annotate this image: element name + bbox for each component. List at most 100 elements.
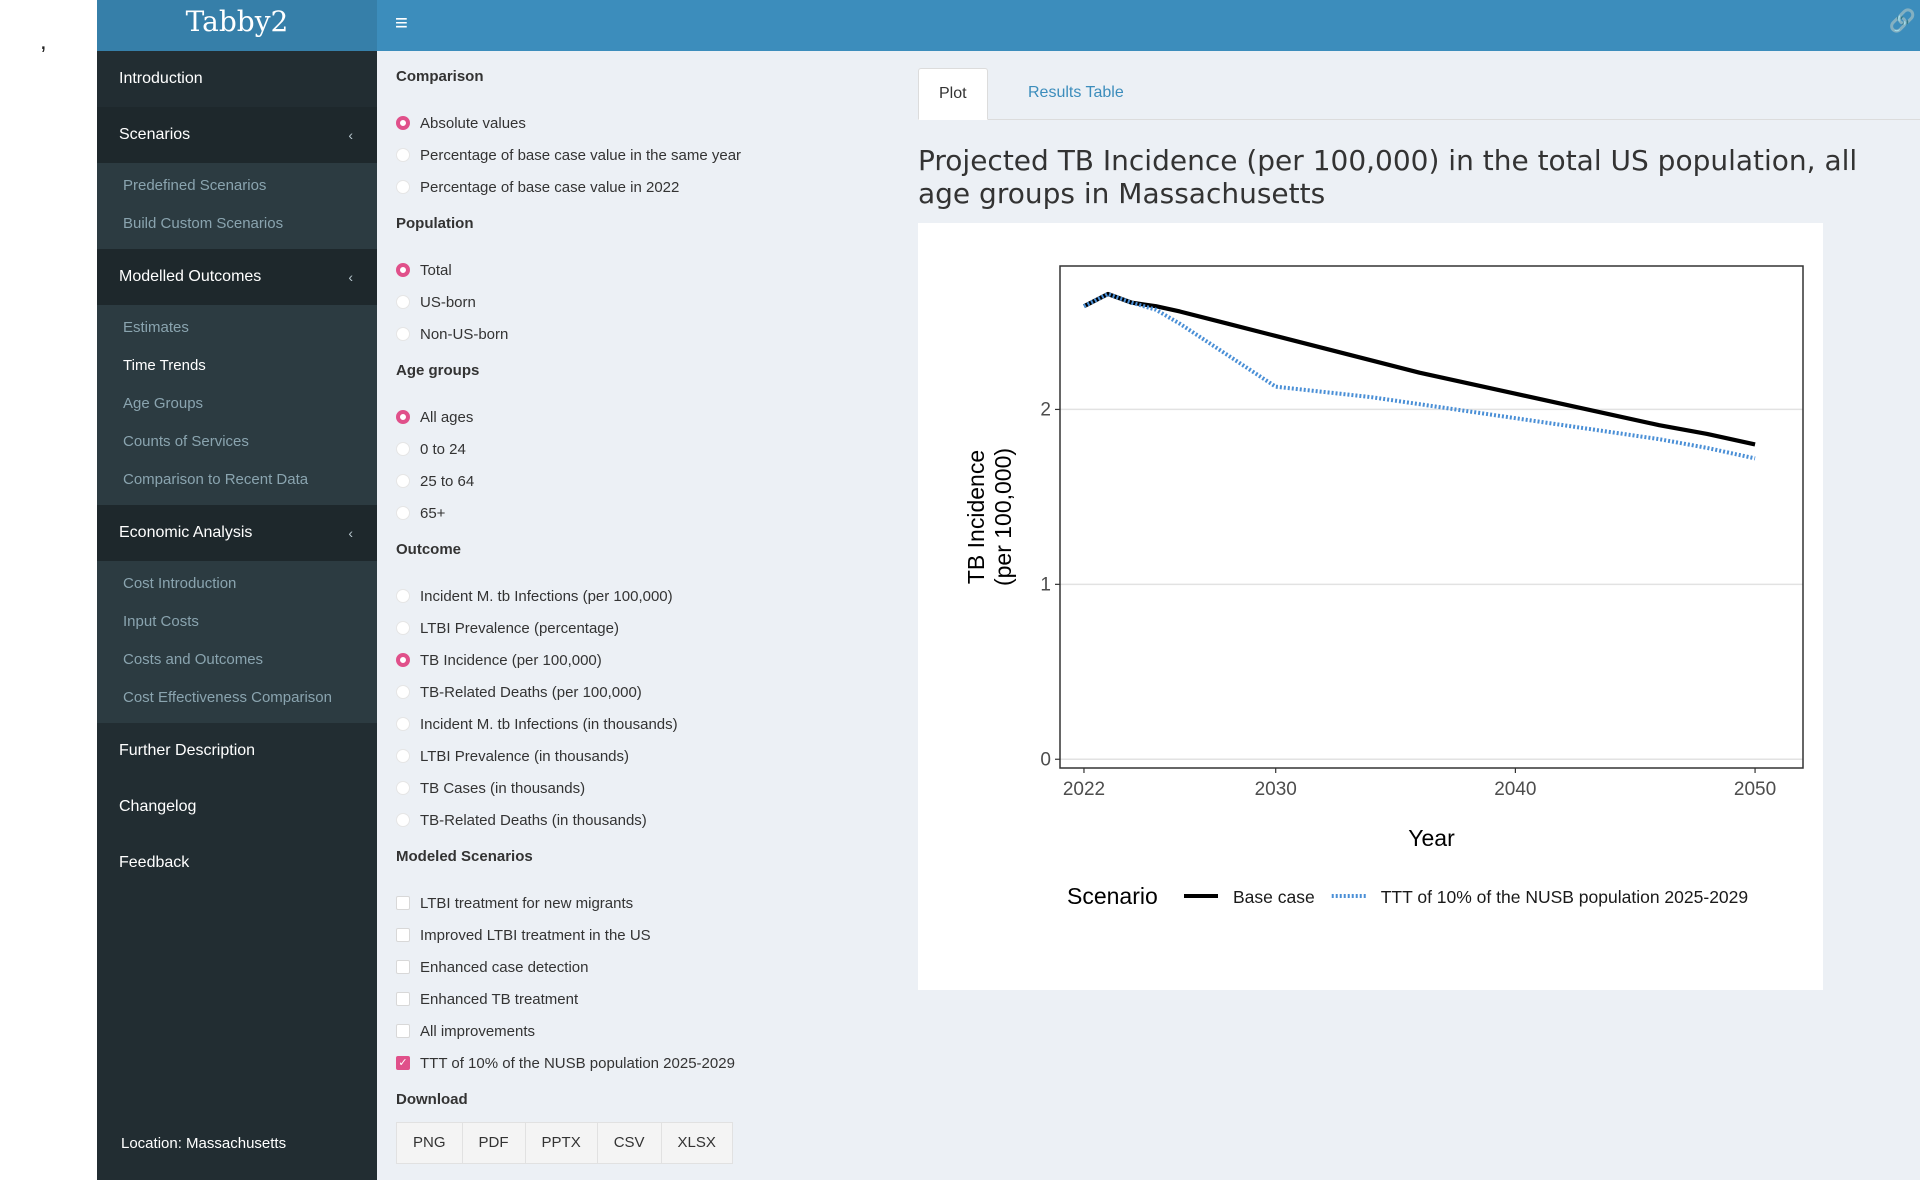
option-label: LTBI Prevalence (in thousands) xyxy=(420,747,629,765)
scenario-option-case-detection[interactable]: Enhanced case detection xyxy=(396,956,588,978)
radio-icon[interactable] xyxy=(396,295,410,309)
download-button-group: PNG PDF PPTX CSV XLSX xyxy=(396,1122,733,1164)
option-label: Absolute values xyxy=(420,114,526,132)
checkbox-icon[interactable] xyxy=(396,928,410,942)
checkbox-icon[interactable] xyxy=(396,896,410,910)
hamburger-menu-icon[interactable]: ≡ xyxy=(395,10,408,35)
chevron-left-icon: ‹ xyxy=(348,269,353,285)
outcome-option-ltbi-pct[interactable]: LTBI Prevalence (percentage) xyxy=(396,617,619,639)
radio-selected-icon[interactable] xyxy=(396,410,410,424)
sidebar-item-label: Scenarios xyxy=(119,126,191,143)
download-pptx-button[interactable]: PPTX xyxy=(524,1122,598,1164)
sidebar-item-changelog[interactable]: Changelog xyxy=(97,779,377,835)
download-pdf-button[interactable]: PDF xyxy=(461,1122,526,1164)
app-logo[interactable]: Tabby2 xyxy=(97,0,377,51)
sidebar-item-scenarios[interactable]: Scenarios ‹ xyxy=(97,107,377,163)
checkbox-icon[interactable] xyxy=(396,1024,410,1038)
comparison-heading: Comparison xyxy=(396,68,484,85)
radio-icon[interactable] xyxy=(396,148,410,162)
radio-icon[interactable] xyxy=(396,474,410,488)
radio-icon[interactable] xyxy=(396,180,410,194)
age-option-all[interactable]: All ages xyxy=(396,406,473,428)
legend-label: Base case xyxy=(1233,887,1315,907)
sidebar-subitem-cost-introduction[interactable]: Cost Introduction xyxy=(123,575,237,592)
radio-selected-icon[interactable] xyxy=(396,263,410,277)
sidebar-subitem-comparison-to-recent-data[interactable]: Comparison to Recent Data xyxy=(123,471,309,488)
sidebar-item-further-description[interactable]: Further Description xyxy=(97,723,377,779)
radio-icon[interactable] xyxy=(396,685,410,699)
population-option-total[interactable]: Total xyxy=(396,259,452,281)
scenario-option-improved-ltbi[interactable]: Improved LTBI treatment in the US xyxy=(396,924,651,946)
sidebar-subitem-time-trends[interactable]: Time Trends xyxy=(123,357,206,374)
sidebar-item-introduction[interactable]: Introduction xyxy=(97,51,377,107)
option-label: Incident M. tb Infections (per 100,000) xyxy=(420,587,673,605)
checkbox-icon[interactable] xyxy=(396,960,410,974)
outcome-option-deaths-rate[interactable]: TB-Related Deaths (per 100,000) xyxy=(396,681,642,703)
y-tick-label: 1 xyxy=(1040,574,1051,595)
link-icon[interactable]: 🔗 xyxy=(1888,8,1916,33)
y-axis-label-line: TB Incidence xyxy=(963,450,989,584)
radio-icon[interactable] xyxy=(396,717,410,731)
sidebar-item-feedback[interactable]: Feedback xyxy=(97,835,377,891)
x-tick-label: 2030 xyxy=(1255,779,1297,800)
sidebar-subitem-predefined-scenarios[interactable]: Predefined Scenarios xyxy=(123,177,267,194)
sidebar-subitem-counts-of-services[interactable]: Counts of Services xyxy=(123,433,249,450)
tab-results-table[interactable]: Results Table xyxy=(1028,84,1124,101)
population-option-us-born[interactable]: US-born xyxy=(396,291,476,313)
sidebar-item-modelled-outcomes[interactable]: Modelled Outcomes ‹ xyxy=(97,249,377,305)
app: Tabby2 ≡ 🔗 Introduction Scenarios ‹ Prede… xyxy=(97,0,1920,1180)
checkbox-icon[interactable] xyxy=(396,992,410,1006)
radio-icon[interactable] xyxy=(396,781,410,795)
sidebar-subitem-input-costs[interactable]: Input Costs xyxy=(123,613,199,630)
outcome-option-infections-rate[interactable]: Incident M. tb Infections (per 100,000) xyxy=(396,585,673,607)
population-option-non-us-born[interactable]: Non-US-born xyxy=(396,323,508,345)
outcome-option-tb-incidence[interactable]: TB Incidence (per 100,000) xyxy=(396,649,602,671)
radio-icon[interactable] xyxy=(396,589,410,603)
sidebar-submenu-scenarios: Predefined Scenarios Build Custom Scenar… xyxy=(97,163,377,249)
scenario-option-ttt-nusb[interactable]: ✓ TTT of 10% of the NUSB population 2025-… xyxy=(396,1052,735,1074)
comparison-option-absolute[interactable]: Absolute values xyxy=(396,112,526,134)
outcome-option-infections-thousands[interactable]: Incident M. tb Infections (in thousands) xyxy=(396,713,678,735)
radio-icon[interactable] xyxy=(396,442,410,456)
radio-icon[interactable] xyxy=(396,506,410,520)
modeled-scenarios-heading: Modeled Scenarios xyxy=(396,848,533,865)
radio-icon[interactable] xyxy=(396,327,410,341)
comparison-option-pct-2022[interactable]: Percentage of base case value in 2022 xyxy=(396,176,679,198)
sidebar-item-label: Further Description xyxy=(119,742,256,759)
download-png-button[interactable]: PNG xyxy=(396,1122,463,1164)
sidebar-subitem-estimates[interactable]: Estimates xyxy=(123,319,189,336)
tab-plot[interactable]: Plot xyxy=(918,68,988,120)
chevron-left-icon: ‹ xyxy=(348,525,353,541)
radio-icon[interactable] xyxy=(396,621,410,635)
sidebar-submenu-modelled-outcomes: Estimates Time Trends Age Groups Counts … xyxy=(97,305,377,505)
sidebar-item-label: Introduction xyxy=(119,70,203,87)
download-xlsx-button[interactable]: XLSX xyxy=(660,1122,733,1164)
scenario-option-ltbi-new-migrants[interactable]: LTBI treatment for new migrants xyxy=(396,892,633,914)
radio-icon[interactable] xyxy=(396,749,410,763)
scenario-option-tb-treatment[interactable]: Enhanced TB treatment xyxy=(396,988,578,1010)
population-heading: Population xyxy=(396,215,474,232)
x-tick-label: 2050 xyxy=(1734,779,1776,800)
age-option-65-plus[interactable]: 65+ xyxy=(396,502,445,524)
option-label: Total xyxy=(420,261,452,279)
age-option-0-24[interactable]: 0 to 24 xyxy=(396,438,466,460)
option-label: Improved LTBI treatment in the US xyxy=(420,926,651,944)
scenario-option-all-improvements[interactable]: All improvements xyxy=(396,1020,535,1042)
radio-selected-icon[interactable] xyxy=(396,116,410,130)
sidebar-item-economic-analysis[interactable]: Economic Analysis ‹ xyxy=(97,505,377,561)
outcome-option-cases-thousands[interactable]: TB Cases (in thousands) xyxy=(396,777,585,799)
download-csv-button[interactable]: CSV xyxy=(596,1122,662,1164)
outcome-option-deaths-thousands[interactable]: TB-Related Deaths (in thousands) xyxy=(396,809,647,831)
option-label: Enhanced case detection xyxy=(420,958,589,976)
radio-icon[interactable] xyxy=(396,813,410,827)
sidebar-subitem-age-groups[interactable]: Age Groups xyxy=(123,395,204,412)
sidebar-subitem-costs-and-outcomes[interactable]: Costs and Outcomes xyxy=(123,651,264,668)
sidebar-subitem-cost-effectiveness-comparison[interactable]: Cost Effectiveness Comparison xyxy=(123,689,332,706)
checkbox-checked-icon[interactable]: ✓ xyxy=(396,1056,410,1070)
radio-selected-icon[interactable] xyxy=(396,653,410,667)
comparison-option-pct-same-year[interactable]: Percentage of base case value in the sam… xyxy=(396,144,741,166)
outcome-option-ltbi-thousands[interactable]: LTBI Prevalence (in thousands) xyxy=(396,745,629,767)
age-option-25-64[interactable]: 25 to 64 xyxy=(396,470,474,492)
option-label: Non-US-born xyxy=(420,325,509,343)
sidebar-subitem-build-custom-scenarios[interactable]: Build Custom Scenarios xyxy=(123,215,284,232)
